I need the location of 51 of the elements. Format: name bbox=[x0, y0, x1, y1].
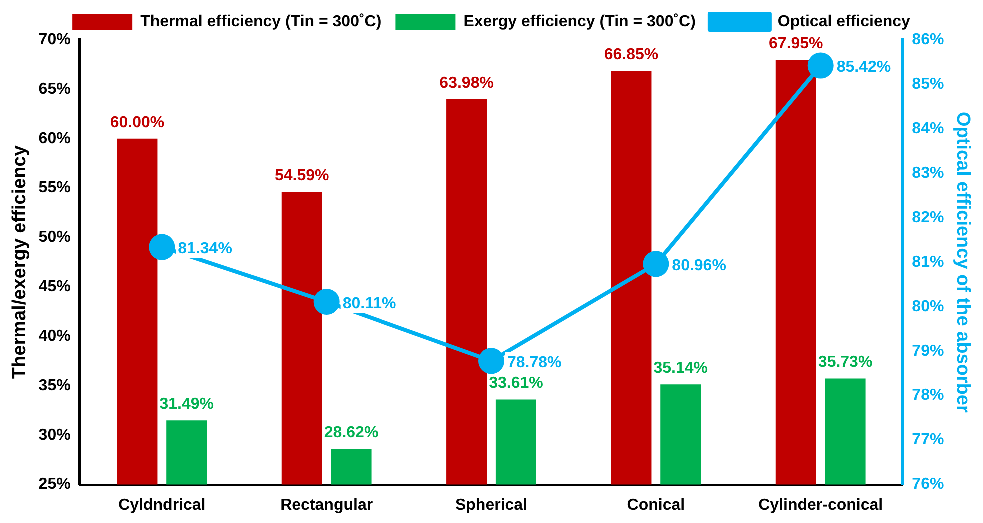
point bbox=[314, 288, 340, 315]
y2-tick-label: 83% bbox=[912, 164, 944, 182]
y2-axis-title: Optical efficiency of the absorber bbox=[952, 112, 974, 414]
data-label: 31.49% bbox=[160, 396, 214, 414]
y2-tick-label: 85% bbox=[912, 76, 944, 93]
x-tick-label: Rectangular bbox=[280, 496, 374, 514]
data-label: 81.34% bbox=[178, 240, 232, 258]
data-label: 67.95% bbox=[769, 36, 824, 53]
y-tick-label: 70% bbox=[38, 31, 71, 48]
point bbox=[478, 348, 504, 374]
y2-tick-label: 80% bbox=[912, 298, 944, 316]
y-tick-label: 60% bbox=[38, 130, 71, 148]
y-axis-title: Thermal/exergy efficiency bbox=[10, 145, 31, 380]
x-tick-label: Conical bbox=[627, 496, 686, 514]
y-tick-label: 65% bbox=[38, 80, 71, 98]
y2-tick-label: 78% bbox=[912, 387, 944, 404]
legend-label: Exergy efficiency (Tin = 300˚C) bbox=[464, 13, 696, 30]
data-label: 78.78% bbox=[508, 354, 562, 372]
y-tick-label: 30% bbox=[38, 426, 71, 444]
legend-label: Optical efficiency bbox=[778, 13, 911, 30]
data-label: 28.62% bbox=[324, 424, 379, 442]
x-tick-label: Spherical bbox=[455, 496, 528, 514]
y-tick-label: 50% bbox=[38, 229, 71, 246]
y2-tick-label: 77% bbox=[912, 432, 944, 449]
y2-tick-label: 79% bbox=[912, 342, 944, 360]
data-label: 80.96% bbox=[672, 258, 726, 275]
point bbox=[149, 234, 176, 260]
y-tick-label: 40% bbox=[38, 328, 71, 345]
y-tick-label: 55% bbox=[38, 180, 71, 197]
y-tick-label: 45% bbox=[38, 278, 71, 296]
y2-tick-label: 82% bbox=[912, 209, 944, 226]
y2-tick-label: 84% bbox=[912, 120, 944, 138]
point bbox=[808, 52, 834, 79]
data-label: 63.98% bbox=[440, 74, 494, 92]
point bbox=[643, 251, 670, 278]
y2-tick-label: 86% bbox=[912, 31, 944, 48]
data-label: 60.00% bbox=[110, 114, 165, 132]
y-tick-label: 25% bbox=[38, 476, 71, 494]
y-tick-label: 35% bbox=[38, 377, 71, 394]
data-label: 33.61% bbox=[489, 375, 544, 392]
data-label: 85.42% bbox=[836, 59, 892, 76]
data-label: 35.14% bbox=[654, 360, 708, 377]
y2-tick-label: 76% bbox=[912, 476, 944, 494]
data-label: 80.11% bbox=[342, 295, 396, 312]
x-tick-label: Cylinder-conical bbox=[758, 496, 884, 514]
data-label: 35.73% bbox=[818, 354, 873, 372]
y2-tick-label: 81% bbox=[912, 254, 944, 271]
data-label: 66.85% bbox=[604, 46, 659, 64]
x-tick-label: Cyldndrical bbox=[118, 496, 206, 514]
legend-label: Thermal efficiency (Tin = 300˚C) bbox=[140, 13, 382, 30]
data-label: 54.59% bbox=[274, 168, 330, 185]
